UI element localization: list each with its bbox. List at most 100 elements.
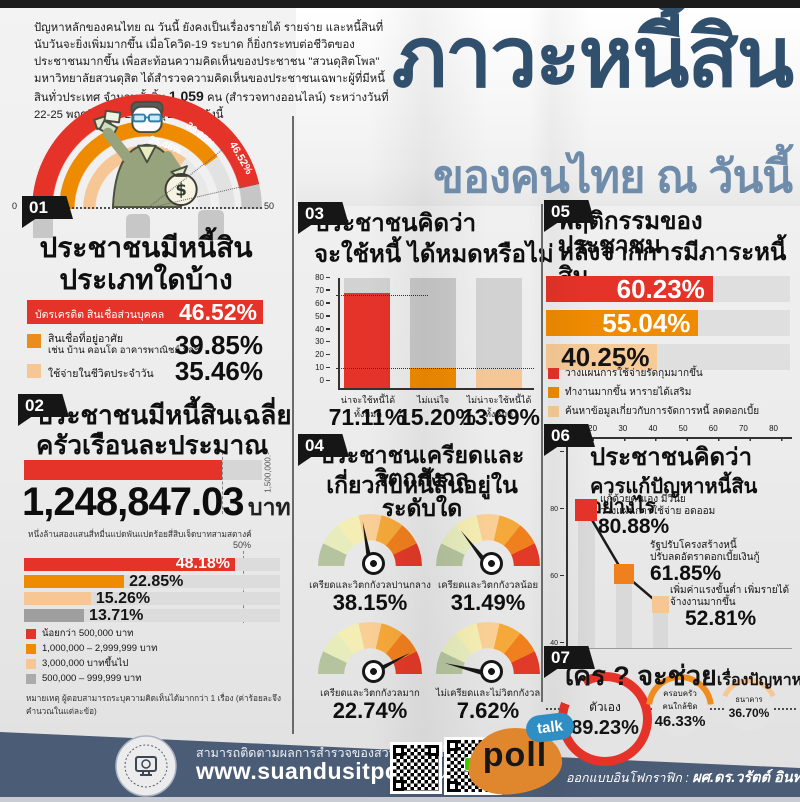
s03-col-track-3 (476, 278, 522, 388)
talk-bubble-text: talk (536, 717, 564, 738)
s07-ring-family-pct: 46.33% (654, 712, 706, 730)
s06-xtick: 50 (678, 424, 688, 433)
s04-pct-none: 7.62% (456, 698, 520, 723)
s04-title-line1: ประชาชนเครียดและวิตกกังวล (319, 442, 525, 491)
s03-pct-3: 13.69% (461, 404, 540, 430)
s05-bar-chart: 60.23% 55.04% 40.25% (546, 276, 790, 370)
s02-legend-row-3: 3,000,000 บาทขึ้นไป (26, 656, 157, 671)
s01-title-line1: ประชาชนมีหนี้สิน (39, 232, 253, 263)
s02-title-line2: ครัวเรือนละประมาณ (36, 430, 269, 460)
s04-gauge-high (318, 622, 422, 683)
gauge-hub (361, 552, 385, 575)
s03-col-track-2 (410, 278, 456, 388)
s06-x-axis-labels: 10 20 30 40 50 60 70 80 (558, 424, 778, 433)
s06-note-3-line1: เพิ่มค่าแรงขั้นต่ำ เพิ่มรายได้ (670, 585, 790, 596)
s06-baseline (566, 648, 792, 649)
s02-bar-pct-4: 13.71% (89, 606, 144, 624)
s01-axis-min: 0 (12, 201, 18, 211)
s07-ring-bank-inner: ธนาคาร 36.70% (725, 683, 773, 731)
s05-legend-swatch-orange (548, 387, 559, 398)
s02-bar-row: 13.71% (24, 606, 280, 624)
s04-label-low: เครียดและวิตกกังวลน้อย (437, 580, 539, 591)
suan-dusit-university-seal (115, 735, 177, 797)
s03-ytick: 40 (315, 325, 330, 334)
footer-bottom-strip (0, 797, 800, 802)
s05-bar-row-2: 55.04% (546, 310, 790, 336)
s04-label-high: เครียดและวิตกกังวลมาก (320, 688, 420, 699)
s06-xtick: 80 (769, 424, 778, 433)
gauge-hub (361, 660, 385, 683)
s07-ring-bank-pct: 36.70% (728, 706, 770, 720)
s01-housing-swatch (27, 334, 41, 348)
s06-x-axis-ticks (561, 438, 787, 441)
s03-ytick: 80 (315, 273, 330, 282)
s06-title-line2: ควรแก้ปัญหาหนี้สินอย่างไร (590, 476, 758, 518)
s05-bar-fill-3: 40.25% (546, 344, 658, 370)
s02-legend-label-1: น้อยกว่า 500,000 บาท (42, 628, 134, 639)
s02-legend-swatch-red (26, 628, 36, 639)
s01-housing-pct: 39.85% (174, 330, 263, 360)
s06-note-3-line2: จ้างงานมากขึ้น (670, 597, 736, 608)
s06-xtick: 40 (648, 424, 658, 433)
s04-pct-high: 22.74% (332, 698, 408, 723)
s02-amount-words: หนึ่งล้านสองแสนสี่หมื่นแปดพันแปดร้อยสี่ส… (28, 529, 252, 539)
s01-housing-label2: เช่น บ้าน คอนโด อาคารพาณิชย์ ฯลฯ (48, 345, 200, 356)
s02-amount-unit: บาท (248, 494, 291, 520)
s01-title-line2: ประเภทใดบ้าง (59, 264, 233, 295)
s03-x-axis-line (338, 388, 534, 390)
s03-y-axis-line (338, 278, 340, 388)
s02-bar-fill-3 (24, 592, 91, 605)
s02-average-bar-track (24, 460, 262, 480)
s07-title-small: เรื่องปัญหาหนี้สินได้ (716, 672, 800, 689)
s03-ytick: 10 (315, 363, 330, 372)
s06-xtick: 30 (618, 424, 628, 433)
s04-pct-moderate: 38.15% (332, 590, 408, 615)
s05-legend-row-1: วางแผนการใช้จ่ายรัดกุมมากขึ้น (548, 364, 759, 383)
s06-note-2-line1: รัฐปรับโครงสร้างหนี้ (650, 540, 737, 551)
footer-credit: ออกแบบอินโฟกราฟิก : ผศ.ดร.วรัตต์ อินทสระ (566, 766, 800, 789)
s04-gauge-none (436, 622, 540, 683)
s04-pct-low: 31.49% (450, 590, 526, 615)
s06-note-1-line2: วางแผนการใช้จ่าย อดออม (600, 506, 716, 517)
s03-pct-1: 71.11% (328, 404, 406, 430)
s06-trend-line (584, 509, 661, 606)
s06-y-axis-line (566, 438, 568, 648)
s07-ring-family-label1: ครอบครัว (663, 688, 697, 698)
s06-plot-area (560, 440, 800, 652)
s02-legend-swatch-orange (26, 643, 36, 654)
s02-bar-row: 48.18% (24, 558, 280, 571)
s06-column-2 (616, 574, 632, 648)
svg-text:$: $ (175, 180, 187, 199)
s05-legend-row-3: ค้นหาข้อมูลเกี่ยวกับการจัดการหนี้ ลดดอกเ… (548, 402, 759, 421)
s02-bar-fill-2 (24, 575, 125, 588)
s01-item-housing: สินเชื่อที่อยู่อาศัย เช่น บ้าน คอนโด อาค… (27, 330, 263, 360)
s02-bar-pct-2: 22.85% (129, 572, 184, 590)
top-border (0, 0, 800, 8)
main-title: ภาวะหนี้สิน (391, 10, 794, 104)
s02-legend-swatch-gray (26, 673, 36, 684)
s03-ytick: 60 (315, 299, 330, 308)
s06-xtick: 60 (708, 424, 718, 433)
s06-pct-3: 52.81% (685, 607, 757, 630)
person-money-illustration: $ (93, 100, 198, 209)
s06-marker-2 (614, 564, 634, 585)
s07-ring-family-label2: คนใกล้ชิด (662, 701, 698, 711)
s03-ytick: 70 (315, 286, 330, 295)
s05-bar-fill-2: 55.04% (546, 310, 699, 336)
s02-bar-row: 15.26% (24, 590, 280, 607)
s06-note-2-line2: ปรับลดอัตราดอกเบี้ยเงินกู้ (650, 552, 760, 563)
s01-daily-swatch (27, 364, 41, 378)
s06-x-axis-line (558, 437, 792, 439)
s05-legend-label-3: ค้นหาข้อมูลเกี่ยวกับการจัดการหนี้ ลดดอกเ… (565, 406, 760, 417)
s05-bar-row-3: 40.25% (546, 344, 790, 370)
s03-gridline-15 (336, 368, 534, 369)
s02-title-line1: ประชาชนมีหนี้สินเฉลี่ย (36, 400, 292, 430)
s02-legend-swatch-tan (26, 658, 36, 669)
s05-bar-pct-3: 40.25% (561, 344, 650, 370)
s03-ytick: 20 (315, 350, 330, 359)
s06-pct-2: 61.85% (650, 562, 722, 585)
s02-legend-row-4: 500,000 – 999,999 บาท (26, 671, 157, 686)
s02-axis-50-label: 50% (233, 540, 252, 550)
s03-bar-3 (476, 369, 522, 388)
s06-marker-3 (651, 596, 669, 614)
